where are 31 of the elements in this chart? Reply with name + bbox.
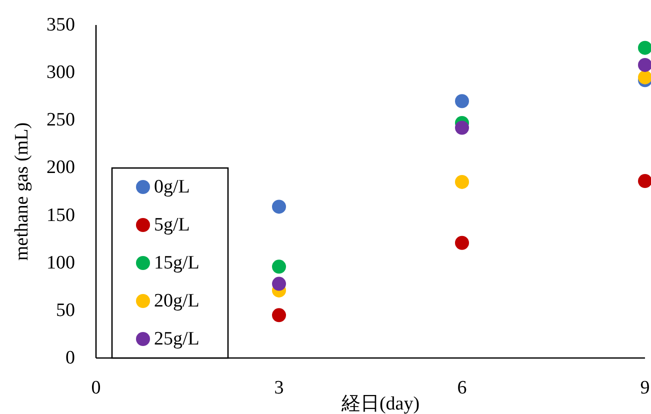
legend-label: 20g/L: [154, 290, 200, 312]
y-axis-title: methane gas (mL): [12, 122, 32, 261]
x-axis-title: 経日(day): [340, 394, 420, 414]
point: [272, 200, 286, 214]
y-tick-label: 250: [46, 110, 75, 131]
x-tick-label: 6: [457, 378, 467, 398]
y-tick-label: 300: [46, 62, 75, 84]
x-tick-label: 3: [274, 378, 284, 398]
x-tick-label: 9: [640, 378, 650, 398]
y-tick-label: 100: [46, 252, 75, 274]
legend-label: 0g/L: [154, 176, 190, 198]
y-tick-label: 150: [46, 204, 75, 226]
legend-label: 25g/L: [154, 328, 200, 350]
legend-label: 5g/L: [154, 214, 190, 236]
point: [455, 94, 469, 108]
x-tick-label: 0: [91, 378, 101, 398]
point: [455, 120, 469, 135]
point: [272, 308, 286, 322]
point: [638, 174, 651, 188]
point: [638, 58, 651, 72]
y-tick-label: 0: [66, 348, 75, 368]
point: [455, 236, 469, 250]
point: [638, 40, 651, 55]
legend-label: 15g/L: [154, 252, 200, 274]
y-tick-label: 200: [46, 157, 75, 178]
point: [455, 174, 469, 189]
y-tick-label: 50: [56, 300, 75, 321]
point: [272, 276, 286, 291]
y-tick-label: 350: [46, 14, 75, 36]
point: [638, 70, 651, 84]
point: [272, 260, 286, 274]
